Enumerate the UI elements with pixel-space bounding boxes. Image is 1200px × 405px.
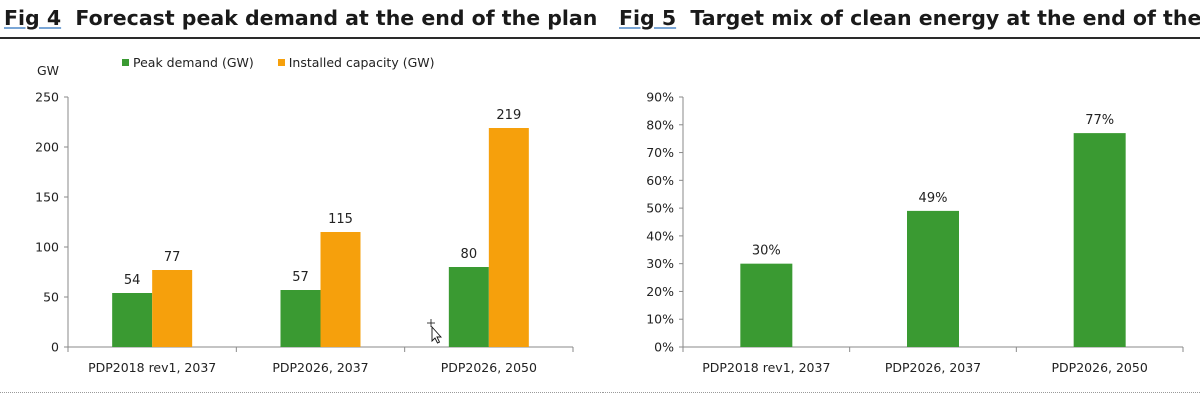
fig5-number: Fig 5 [619,6,677,30]
y-tick-label: 10% [646,312,674,327]
fig5-title-text: Target mix of clean energy at the end of… [690,6,1200,30]
fig5-title-rule [603,37,1200,39]
fig4-title-text: Forecast peak demand at the end of the p… [75,6,598,30]
y-tick-label: 50% [646,201,674,216]
x-tick-label: PDP2026, 2037 [272,360,368,375]
y-tick-label: 0% [654,340,674,355]
y-tick-label: 40% [646,228,674,243]
y-tick-label: 20% [646,284,674,299]
x-tick-label: PDP2026, 2037 [885,360,981,375]
y-tick-label: 90% [646,90,674,105]
fig4-panel: Fig 4 Forecast peak demand at the end of… [0,6,603,393]
data-label: 77 [164,250,181,265]
bar [740,263,793,347]
data-label: 54 [124,273,141,288]
fig5-title: Fig 5 Target mix of clean energy at the … [619,6,1200,30]
data-label: 219 [496,108,521,123]
legend-swatch-installed-capacity [277,59,285,66]
x-tick-label: PDP2018 rev1, 2037 [702,360,830,375]
y-tick-label: 200 [35,140,59,155]
data-label: 115 [328,212,353,227]
y-tick-label: 0 [51,340,59,355]
x-tick-label: PDP2026, 2050 [1052,360,1148,375]
data-label: 77% [1085,113,1114,128]
y-tick-label: 150 [35,190,59,205]
bar [448,267,489,347]
fig4-number: Fig 4 [4,6,62,30]
legend-label-peak-demand: Peak demand (GW) [133,55,254,70]
y-tick-label: 50 [43,290,59,305]
fig4-chart: 0 50 100 150 200 250 PDP2018 rev1, 2037 PDP2026… [35,90,574,375]
legend-item-peak-demand: Peak demand (GW) [122,55,254,70]
fig4-title-rule [0,37,603,39]
bar [280,290,321,347]
y-tick-label: 60% [646,173,674,188]
bar [1073,133,1126,347]
mouse-cursor-icon [427,319,442,344]
fig5-bottom-rule [603,392,1200,393]
legend-swatch-peak-demand [122,59,129,66]
data-label: 30% [752,244,781,259]
fig5-chart: 0% 10% 20% 30% 40% 50% 60% 70% 80% 90% PDP2018 rev… [646,90,1184,375]
y-tick-label: 250 [35,90,59,105]
y-tick-label: 100 [35,240,59,255]
bar [152,270,193,347]
bar [112,293,153,347]
fig4-legend: Peak demand (GW) Installed capacity (GW) [122,55,455,70]
data-label: 49% [919,191,948,206]
bar [320,232,361,347]
y-tick-label: 30% [646,256,674,271]
x-tick-label: PDP2026, 2050 [441,360,537,375]
y-tick-label: 80% [646,117,674,132]
bar [907,210,959,347]
y-tick-label: 70% [646,145,674,160]
data-label: 80 [461,247,478,262]
fig5-panel: Fig 5 Target mix of clean energy at the … [603,0,1200,405]
data-label: 57 [292,270,309,285]
bar [488,128,529,347]
fig4-bottom-rule [0,392,603,393]
legend-item-installed-capacity: Installed capacity (GW) [277,55,435,70]
legend-label-installed-capacity: Installed capacity (GW) [288,55,435,70]
fig4-title: Fig 4 Forecast peak demand at the end of… [4,6,597,30]
fig4-y-axis-label: GW [37,63,60,78]
x-tick-label: PDP2018 rev1, 2037 [88,360,216,375]
